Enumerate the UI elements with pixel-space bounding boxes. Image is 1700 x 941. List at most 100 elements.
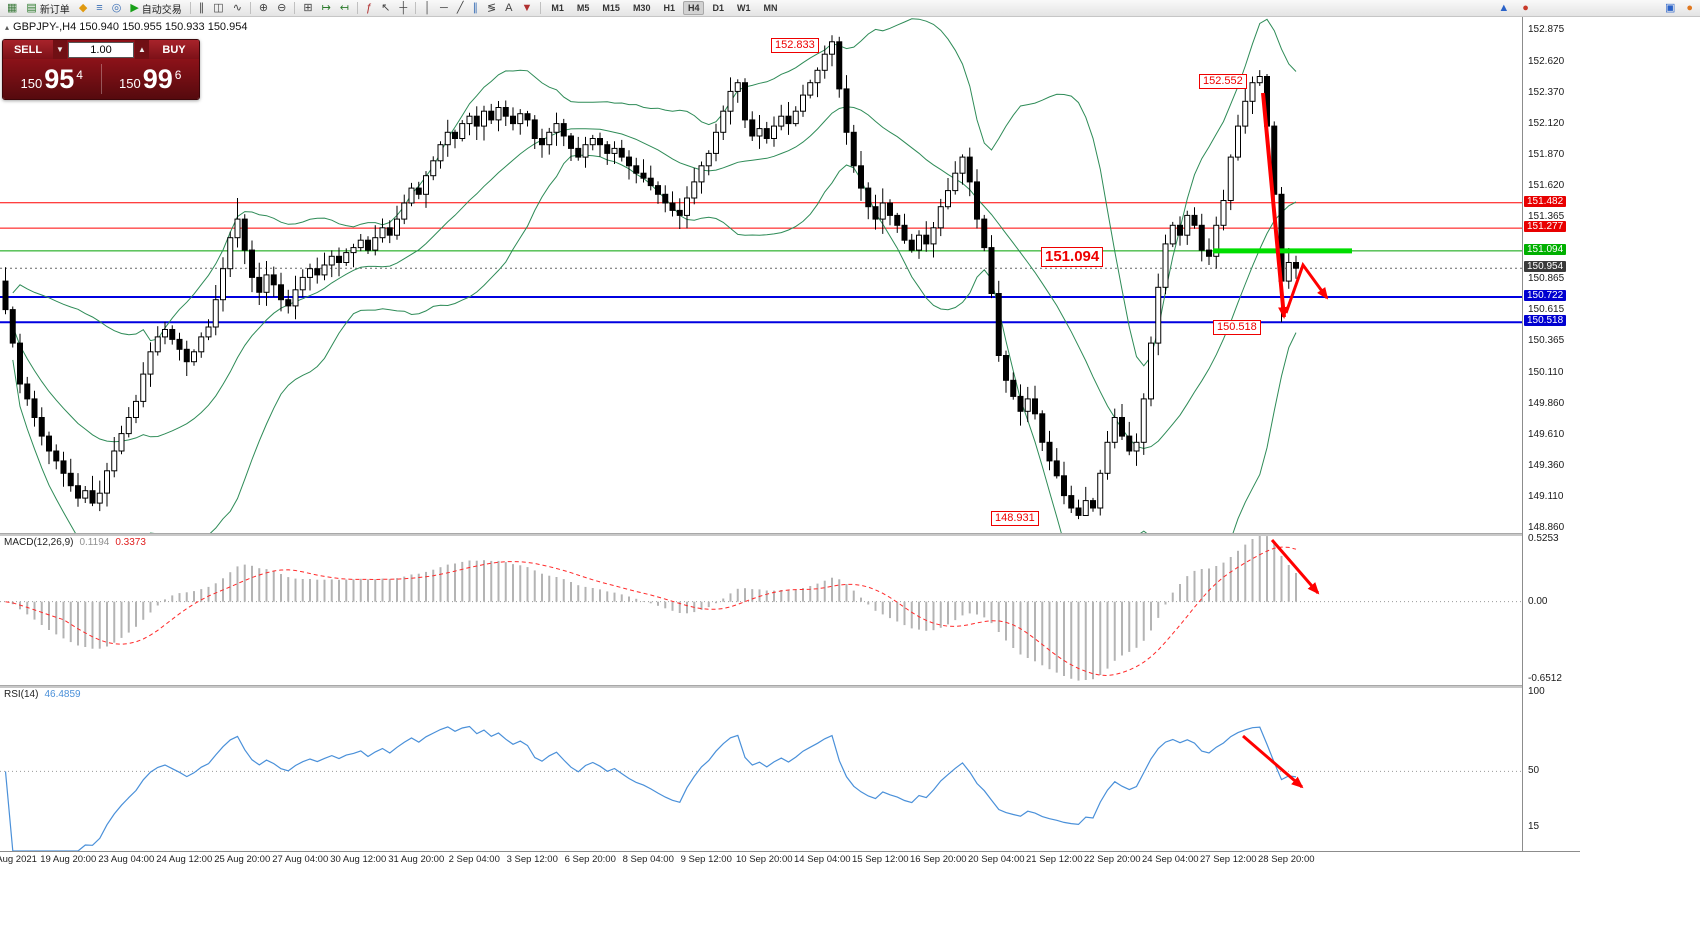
zoom-in-icon: ⊕ (258, 1, 269, 14)
chart-shift-button[interactable]: ↤ (336, 0, 353, 17)
timeframe-h4-button[interactable]: H4 (682, 1, 705, 15)
chart-profiles-button[interactable]: ◆ (75, 0, 91, 17)
horizontal-line-icon: ─ (440, 1, 448, 14)
panel-splitter[interactable] (0, 533, 1580, 536)
autotrading-button[interactable]: ▶ 自动交易 (126, 0, 185, 17)
scroll-up-icon[interactable]: ▲ (1494, 0, 1513, 17)
price-level-chip: 150.954 (1524, 261, 1567, 273)
panel-splitter[interactable] (0, 685, 1580, 688)
price-axis-label: 152.120 (1528, 117, 1565, 129)
time-axis-label: 20 Sep 04:00 (967, 854, 1025, 865)
autotrading-icon: ▶ (130, 1, 139, 14)
price-axis[interactable]: 152.875 152.620 152.370 152.120 151.870 151.6… (1522, 17, 1580, 851)
rsi-title: RSI(14) (4, 689, 39, 700)
scroll-up-icon-icon: ▲ (1498, 1, 1510, 14)
rsi-indicator-panel[interactable] (0, 687, 1522, 851)
fibonacci-button[interactable]: ≶ (483, 0, 500, 17)
navigator-icon: ◎ (111, 1, 122, 14)
price-axis-label: 150.865 (1528, 273, 1565, 285)
price-axis-label: 149.360 (1528, 459, 1565, 471)
chevron-down-icon: ▼ (56, 45, 64, 54)
sell-button[interactable]: SELL (3, 40, 53, 59)
buy-button[interactable]: BUY (149, 40, 199, 59)
volume-decrease-button[interactable]: ▼ (53, 40, 67, 59)
main-price-chart[interactable] (0, 17, 1522, 533)
new-order-icon: ▤ (26, 1, 37, 14)
price-axis-label: 150.110 (1528, 366, 1564, 378)
trade-panel-prices: 150 95 4 150 99 6 (3, 59, 199, 99)
auto-scroll-button[interactable]: ↦ (318, 0, 335, 17)
price-axis-label: 148.860 (1528, 521, 1565, 533)
timeframe-m30-button[interactable]: M30 (632, 3, 651, 13)
macd-axis-label: 0.00 (1528, 595, 1548, 607)
crosshair-button[interactable]: ┼ (395, 0, 411, 17)
new-order-button[interactable]: ▤ 新订单 (22, 0, 73, 17)
horizontal-line-button[interactable]: ─ (436, 0, 452, 17)
main-toolbar: ▦ ▤ 新订单 ◆ ≡ ◎ ▶ 自动交易 ∥ ◫ ∿ ⊕ ⊖ ⊞ ↦ ↤ ƒ ↖ ┼ │ ─ ╱ ∥ ≶ A ▼ M1 M5 M15 M3… (0, 0, 1700, 17)
navigator-button[interactable]: ◎ (108, 0, 126, 17)
price-axis-label: 151.870 (1528, 148, 1565, 160)
toolbar-separator (294, 2, 296, 14)
zoom-out-button[interactable]: ⊖ (273, 0, 290, 17)
chart-window: 152.875 152.620 152.370 152.120 151.870 151.6… (0, 17, 1580, 851)
indicators-icon: ƒ (366, 1, 373, 14)
timeframe-mn-button[interactable]: MN (763, 3, 778, 13)
timeframe-m1-button[interactable]: M1 (551, 3, 564, 13)
rsi-axis-label: 50 (1528, 765, 1540, 777)
macd-axis-label: 0.5253 (1528, 533, 1559, 545)
macd-signal-value: 0.3373 (115, 537, 146, 548)
price-level-chip: 151.094 (1524, 243, 1567, 255)
time-axis-label: 14 Sep 04:00 (793, 854, 851, 865)
time-axis-label: 27 Aug 04:00 (272, 854, 329, 865)
market-watch-icon: ≡ (96, 1, 103, 14)
time-axis-label: 22 Sep 20:00 (1083, 854, 1141, 865)
time-axis-label: 28 Sep 20:00 (1257, 854, 1315, 865)
indicators-button[interactable]: ƒ (362, 0, 376, 17)
timeframe-m15-button[interactable]: M15 (602, 3, 620, 13)
volume-input[interactable] (68, 41, 134, 58)
text-button[interactable]: A (501, 0, 516, 17)
timeframe-h1-button[interactable]: H1 (663, 3, 675, 13)
new-chart-button[interactable]: ▦ (3, 0, 21, 17)
chart-profiles-icon: ◆ (78, 1, 88, 14)
chevron-up-icon: ▲ (138, 45, 146, 54)
candlestick-chart-icon: ◫ (213, 1, 224, 14)
price-axis-label: 149.110 (1528, 490, 1564, 502)
arrows-icon: ▼ (521, 1, 533, 14)
channel-button[interactable]: ∥ (468, 0, 482, 17)
sell-price[interactable]: 150 95 4 (3, 65, 101, 93)
new-chart-icon: ▦ (7, 1, 18, 14)
cursor-button[interactable]: ↖ (377, 0, 394, 17)
macd-indicator-panel[interactable] (0, 535, 1522, 685)
rsi-axis-label: 15 (1528, 821, 1540, 833)
arrows-button[interactable]: ▼ (518, 0, 537, 17)
record-icon-icon: ● (1522, 1, 1529, 14)
volume-increase-button[interactable]: ▲ (135, 40, 149, 59)
record-icon[interactable]: ● (1518, 0, 1533, 17)
time-axis-label: 31 Aug 20:00 (388, 854, 445, 865)
alert-icon[interactable]: ● (1682, 0, 1697, 17)
bar-chart-button[interactable]: ∥ (195, 0, 209, 17)
sell-price-prefix: 150 (20, 75, 43, 91)
line-chart-button[interactable]: ∿ (229, 0, 246, 17)
timeframe-m5-button[interactable]: M5 (576, 3, 590, 13)
rsi-axis-label: 100 (1528, 685, 1545, 697)
time-axis-label: 16 Sep 20:00 (909, 854, 967, 865)
trendline-button[interactable]: ╱ (453, 0, 468, 17)
candlestick-chart-button[interactable]: ◫ (209, 0, 227, 17)
timeframe-w1-button[interactable]: W1 (737, 3, 751, 13)
tile-windows-button[interactable]: ⊞ (299, 0, 316, 17)
one-click-trading-panel: SELL ▼ ▲ BUY 150 95 4 150 99 6 (2, 39, 200, 100)
panel-toggle-icon[interactable]: ▣ (1661, 0, 1679, 17)
symbol-ohlc-text: GBPJPY-,H4 150.940 150.955 150.933 150.9… (13, 21, 248, 33)
buy-price[interactable]: 150 99 6 (102, 65, 200, 93)
cursor-icon: ↖ (381, 1, 391, 14)
zoom-in-button[interactable]: ⊕ (255, 0, 272, 17)
sell-price-sup: 4 (76, 67, 83, 82)
time-axis-label: 23 Aug 04:00 (98, 854, 155, 865)
market-watch-button[interactable]: ≡ (92, 0, 106, 17)
timeframe-d1-button[interactable]: D1 (712, 3, 724, 13)
vertical-line-button[interactable]: │ (420, 0, 435, 17)
auto-scroll-icon: ↦ (321, 1, 331, 14)
